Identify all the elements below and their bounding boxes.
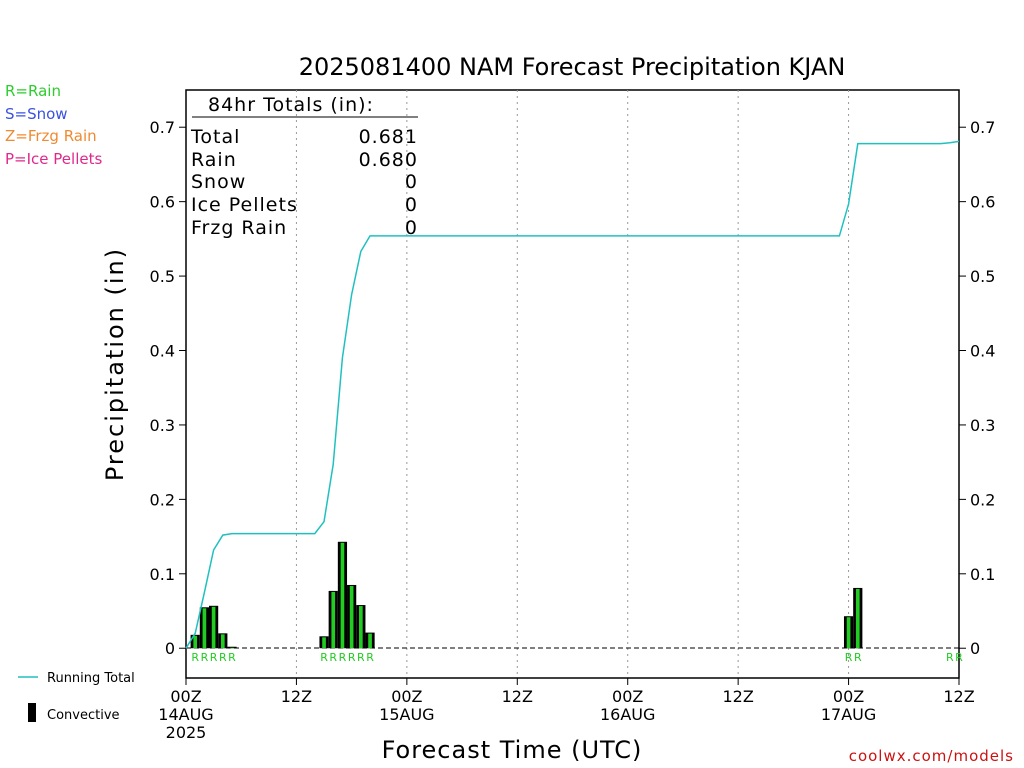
ptype-marker: R (357, 651, 365, 664)
totals-total-value: 0.681 (359, 126, 418, 148)
ptype-marker: R (946, 651, 954, 664)
ptype-marker: R (219, 651, 227, 664)
x-tick-label: 12Z (281, 687, 312, 706)
ptype-legend-frzg-rain: Z=Frzg Rain (5, 127, 97, 145)
ptype-marker: R (201, 651, 209, 664)
totals-box: 84hr Totals (in): Total 0.681 Rain 0.680… (190, 94, 418, 239)
y-tick-label-left: 0.2 (150, 490, 175, 509)
ptype-marker: R (955, 651, 963, 664)
x-tick-label: 00Z (391, 687, 422, 706)
convective-bars (190, 541, 863, 649)
totals-header: 84hr Totals (in): (208, 94, 374, 116)
convective-bar-fill (846, 617, 851, 649)
totals-ice-pellets-label: Ice Pellets (191, 194, 298, 216)
x-tick-label: 12Z (722, 687, 753, 706)
convective-bar (227, 646, 237, 649)
convective-legend-label: Convective (47, 708, 120, 723)
ptype-marker: R (339, 651, 347, 664)
totals-frzg-rain-label: Frzg Rain (191, 217, 287, 239)
y-tick-label-right: 0 (970, 639, 980, 658)
y-tick-label-left: 0.7 (150, 118, 175, 137)
totals-ice-pellets-value: 0 (405, 194, 418, 216)
totals-snow-label: Snow (191, 171, 246, 193)
ptype-marker: R (366, 651, 374, 664)
y-tick-label-right: 0.7 (970, 118, 995, 137)
x-tick-label: 2025 (166, 723, 207, 742)
y-tick-label-right: 0.3 (970, 416, 995, 435)
running-total-legend-label: Running Total (47, 671, 135, 686)
y-tick-label-right: 0.2 (970, 490, 995, 509)
y-tick-label-left: 0.5 (150, 267, 175, 286)
ptype-legend-snow: S=Snow (5, 105, 68, 123)
ptype-marker: R (329, 651, 337, 664)
y-tick-label-right: 0.1 (970, 565, 995, 584)
x-tick-label: 12Z (502, 687, 533, 706)
x-tick-label: 14AUG (158, 705, 213, 724)
y-tick-label-left: 0 (165, 639, 175, 658)
y-tick-label-right: 0.5 (970, 267, 995, 286)
credit-text: coolwx.com/models (849, 747, 1014, 765)
ptype-marker: R (320, 651, 328, 664)
y-axis-title: Precipitation (in) (101, 247, 129, 481)
convective-legend-swatch (28, 703, 36, 722)
x-tick-label: 17AUG (821, 705, 876, 724)
convective-bar-fill (349, 585, 354, 649)
y-tick-label-left: 0.4 (150, 342, 175, 361)
ptype-legend-ice-pellets: P=Ice Pellets (5, 150, 102, 168)
y-tick-label-left: 0.6 (150, 193, 175, 212)
x-tick-label: 00Z (833, 687, 864, 706)
x-tick-label: 00Z (170, 687, 201, 706)
gridlines (295, 90, 850, 678)
convective-bar-fill (220, 634, 225, 649)
y-tick-label-right: 0.4 (970, 342, 995, 361)
convective-bar-fill (855, 588, 860, 649)
convective-bar-fill (359, 606, 363, 649)
totals-frzg-rain-value: 0 (405, 217, 418, 239)
x-tick-label: 16AUG (600, 705, 655, 724)
x-tick-label: 00Z (612, 687, 643, 706)
convective-bar-fill (193, 635, 198, 649)
y-tick-label-left: 0.3 (150, 416, 175, 435)
y-axis-right: 0 0.1 0.2 0.3 0.4 0.5 0.6 0.7 (959, 118, 995, 658)
series-legend: Running Total Convective (18, 671, 135, 723)
totals-snow-value: 0 (405, 171, 418, 193)
convective-bar-fill (211, 606, 216, 649)
convective-bar-fill (322, 637, 326, 649)
ptype-marker: R (845, 651, 853, 664)
totals-rain-label: Rain (191, 149, 237, 171)
totals-total-label: Total (190, 126, 240, 148)
y-tick-label-left: 0.1 (150, 565, 175, 584)
ptype-marker: R (228, 651, 236, 664)
ptype-legend-rain: R=Rain (5, 82, 61, 100)
convective-bar-fill (368, 633, 372, 649)
convective-bar-fill (331, 591, 336, 649)
totals-rain-value: 0.680 (359, 149, 418, 171)
chart-title: 2025081400 NAM Forecast Precipitation KJ… (299, 53, 846, 81)
ptype-marker: R (191, 651, 199, 664)
ptype-marker: R (854, 651, 862, 664)
ptype-marker: R (348, 651, 356, 664)
x-tick-label: 12Z (943, 687, 974, 706)
y-axis-left: 0 0.1 0.2 0.3 0.4 0.5 0.6 0.7 (150, 118, 186, 658)
x-axis-title: Forecast Time (UTC) (382, 736, 643, 764)
y-tick-label-right: 0.6 (970, 193, 995, 212)
ptype-marker: R (210, 651, 218, 664)
ptype-legend: R=Rain S=Snow Z=Frzg Rain P=Ice Pellets (5, 82, 102, 168)
x-tick-label: 15AUG (379, 705, 434, 724)
plot-frame (185, 89, 960, 679)
convective-bar-fill (202, 608, 207, 649)
running-total-line (185, 140, 960, 649)
convective-bar-fill (340, 542, 345, 649)
